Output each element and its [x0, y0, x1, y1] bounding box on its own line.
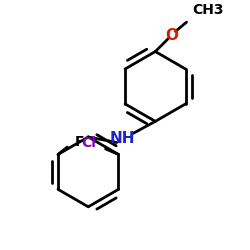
Text: NH: NH — [110, 131, 135, 146]
Text: F: F — [74, 134, 84, 148]
Text: CH3: CH3 — [192, 3, 224, 17]
Text: O: O — [165, 28, 178, 42]
Text: Cl: Cl — [82, 136, 96, 150]
